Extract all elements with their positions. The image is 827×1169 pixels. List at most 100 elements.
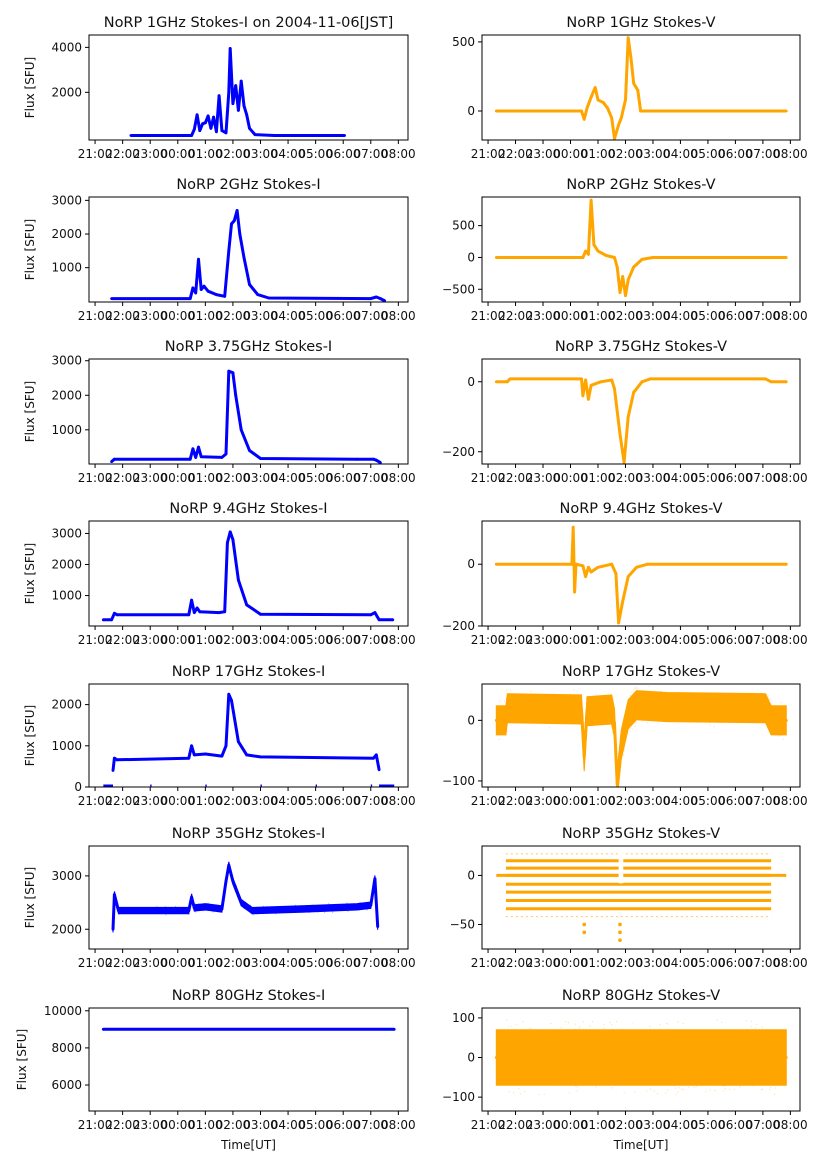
x-tick-label: 06:00 xyxy=(326,1118,361,1132)
plot-area xyxy=(103,692,395,787)
data-point xyxy=(204,905,207,909)
data-point xyxy=(528,1027,531,1029)
x-tick-label: 00:00 xyxy=(160,1118,195,1132)
axes-frame xyxy=(88,845,409,950)
data-point xyxy=(543,1093,545,1095)
data-point xyxy=(262,905,264,907)
data-point xyxy=(648,377,652,381)
data-point xyxy=(530,690,532,693)
series-line xyxy=(130,47,345,137)
data-point xyxy=(626,712,630,716)
data-point xyxy=(191,894,193,896)
data-point xyxy=(114,891,116,894)
data-point xyxy=(565,1020,567,1023)
data-point xyxy=(614,572,618,575)
x-tick-label: 08:00 xyxy=(773,956,808,970)
data-point xyxy=(366,909,368,911)
plot-area xyxy=(494,1019,788,1096)
x-tick-label: 02:00 xyxy=(608,1118,643,1132)
data-point xyxy=(275,913,277,915)
series-line xyxy=(496,525,787,625)
data-point xyxy=(505,734,507,736)
data-point xyxy=(635,565,638,569)
y-tick-label: −200 xyxy=(442,619,475,633)
data-point xyxy=(187,613,191,617)
data-point xyxy=(769,719,773,722)
data-point xyxy=(585,106,589,110)
data-point xyxy=(199,455,203,459)
x-tick-label: 00:00 xyxy=(160,309,195,323)
x-tick-label: 00:00 xyxy=(160,471,195,485)
data-point xyxy=(609,1021,611,1024)
x-tick-label: 01:00 xyxy=(188,1118,223,1132)
x-tick-label: 22:00 xyxy=(105,309,140,323)
y-axis-label: Flux [SFU] xyxy=(15,1029,29,1090)
data-point xyxy=(370,906,372,908)
data-point xyxy=(713,725,715,728)
data-point xyxy=(568,1092,570,1094)
data-point xyxy=(373,877,377,880)
x-tick-label: 22:00 xyxy=(498,1118,533,1132)
y-tick-label: 2000 xyxy=(51,388,82,402)
data-point xyxy=(228,861,230,863)
data-point xyxy=(716,1019,718,1022)
x-tick-label: 02:00 xyxy=(608,794,643,808)
data-point xyxy=(494,562,498,566)
data-point xyxy=(194,456,198,459)
data-point xyxy=(220,456,224,459)
data-point xyxy=(227,863,231,867)
data-point xyxy=(584,249,587,253)
x-tick-label: 03:00 xyxy=(243,633,278,647)
data-point xyxy=(242,256,246,259)
x-tick-label: 00:00 xyxy=(553,956,588,970)
data-point xyxy=(705,1091,707,1093)
data-point xyxy=(256,293,260,296)
data-point xyxy=(613,387,616,391)
subplot-title: NoRP 3.75GHz Stokes-I xyxy=(165,339,332,355)
x-tick-label: 07:00 xyxy=(746,633,781,647)
x-tick-label: 01:00 xyxy=(188,309,223,323)
data-point xyxy=(620,734,622,737)
axes-frame xyxy=(88,358,409,465)
data-point xyxy=(774,1087,776,1089)
data-point xyxy=(615,782,619,786)
subplot-title: NoRP 80GHz Stokes-I xyxy=(172,988,326,1004)
data-point xyxy=(578,1027,580,1029)
x-tick-label: 05:00 xyxy=(298,1118,333,1132)
data-point xyxy=(587,252,590,256)
data-point xyxy=(373,611,377,614)
data-point xyxy=(308,911,310,914)
x-tick-label: 00:00 xyxy=(553,147,588,161)
x-tick-label: 03:00 xyxy=(243,147,278,161)
x-tick-label: 02:00 xyxy=(216,633,251,647)
data-point xyxy=(224,131,228,135)
data-point xyxy=(625,705,627,707)
data-point xyxy=(615,1020,618,1023)
data-point xyxy=(113,457,116,461)
series-line xyxy=(110,369,382,464)
x-tick-label: 04:00 xyxy=(663,956,698,970)
data-point xyxy=(243,908,245,910)
data-point xyxy=(187,756,191,760)
subplot-title: NoRP 17GHz Stokes-V xyxy=(562,664,720,680)
data-point xyxy=(780,701,782,703)
x-tick-label: 04:00 xyxy=(271,471,306,485)
y-tick-label: 0 xyxy=(467,104,475,118)
data-point xyxy=(202,284,206,288)
axes-frame xyxy=(481,358,801,465)
data-point xyxy=(584,575,587,578)
x-tick-label: 03:00 xyxy=(636,147,671,161)
data-point xyxy=(611,1024,613,1026)
plot-area xyxy=(494,377,788,464)
data-point xyxy=(599,380,603,384)
x-tick-label: 08:00 xyxy=(381,633,416,647)
data-point xyxy=(653,1090,655,1092)
data-point xyxy=(584,768,586,770)
series-line xyxy=(496,198,787,298)
data-point xyxy=(657,1092,659,1095)
x-tick-label: 23:00 xyxy=(133,794,168,808)
x-tick-label: 06:00 xyxy=(326,956,361,970)
data-point xyxy=(784,256,788,259)
y-axis-label: Flux [SFU] xyxy=(23,381,37,442)
x-tick-label: 08:00 xyxy=(773,147,808,161)
